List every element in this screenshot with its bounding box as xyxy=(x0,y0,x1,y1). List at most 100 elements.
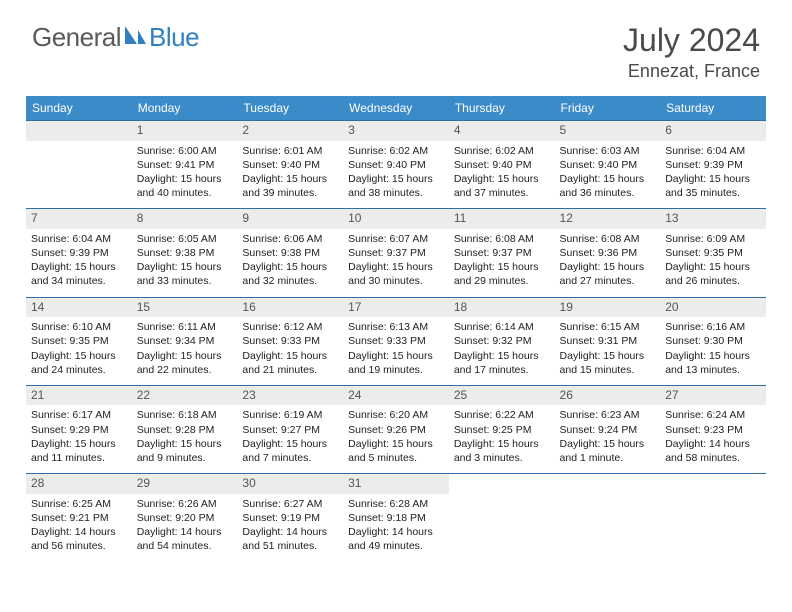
day-number: 29 xyxy=(132,474,238,494)
day-cell: 28Sunrise: 6:25 AMSunset: 9:21 PMDayligh… xyxy=(26,474,132,562)
day-info: Sunrise: 6:16 AMSunset: 9:30 PMDaylight:… xyxy=(660,317,766,385)
day-cell: 16Sunrise: 6:12 AMSunset: 9:33 PMDayligh… xyxy=(237,297,343,385)
day-cell: 22Sunrise: 6:18 AMSunset: 9:28 PMDayligh… xyxy=(132,385,238,473)
day-number: 14 xyxy=(26,298,132,318)
day-info: Sunrise: 6:03 AMSunset: 9:40 PMDaylight:… xyxy=(555,141,661,209)
logo: General Blue xyxy=(32,22,199,53)
title-block: July 2024 Ennezat, France xyxy=(623,22,760,82)
day-info: Sunrise: 6:02 AMSunset: 9:40 PMDaylight:… xyxy=(449,141,555,209)
day-info: Sunrise: 6:13 AMSunset: 9:33 PMDaylight:… xyxy=(343,317,449,385)
header: General Blue July 2024 Ennezat, France xyxy=(0,0,792,90)
day-cell: 2Sunrise: 6:01 AMSunset: 9:40 PMDaylight… xyxy=(237,121,343,209)
day-number: 23 xyxy=(237,386,343,406)
day-cell: 4Sunrise: 6:02 AMSunset: 9:40 PMDaylight… xyxy=(449,121,555,209)
calendar-table: SundayMondayTuesdayWednesdayThursdayFrid… xyxy=(26,96,766,561)
day-number: 9 xyxy=(237,209,343,229)
day-info: Sunrise: 6:00 AMSunset: 9:41 PMDaylight:… xyxy=(132,141,238,209)
day-number: 25 xyxy=(449,386,555,406)
weekday-header: Thursday xyxy=(449,96,555,121)
calendar-body: 1Sunrise: 6:00 AMSunset: 9:41 PMDaylight… xyxy=(26,121,766,562)
day-number: 4 xyxy=(449,121,555,141)
day-info: Sunrise: 6:08 AMSunset: 9:36 PMDaylight:… xyxy=(555,229,661,297)
empty-cell xyxy=(26,121,132,209)
day-cell: 7Sunrise: 6:04 AMSunset: 9:39 PMDaylight… xyxy=(26,209,132,297)
weekday-header: Tuesday xyxy=(237,96,343,121)
day-cell: 1Sunrise: 6:00 AMSunset: 9:41 PMDaylight… xyxy=(132,121,238,209)
day-info: Sunrise: 6:28 AMSunset: 9:18 PMDaylight:… xyxy=(343,494,449,562)
logo-sail-icon xyxy=(123,24,147,51)
day-number: 17 xyxy=(343,298,449,318)
empty-cell xyxy=(660,474,766,562)
day-number: 5 xyxy=(555,121,661,141)
day-cell: 24Sunrise: 6:20 AMSunset: 9:26 PMDayligh… xyxy=(343,385,449,473)
day-info: Sunrise: 6:23 AMSunset: 9:24 PMDaylight:… xyxy=(555,405,661,473)
day-cell: 6Sunrise: 6:04 AMSunset: 9:39 PMDaylight… xyxy=(660,121,766,209)
day-number: 7 xyxy=(26,209,132,229)
day-cell: 11Sunrise: 6:08 AMSunset: 9:37 PMDayligh… xyxy=(449,209,555,297)
day-info: Sunrise: 6:07 AMSunset: 9:37 PMDaylight:… xyxy=(343,229,449,297)
day-cell: 30Sunrise: 6:27 AMSunset: 9:19 PMDayligh… xyxy=(237,474,343,562)
day-cell: 31Sunrise: 6:28 AMSunset: 9:18 PMDayligh… xyxy=(343,474,449,562)
day-info: Sunrise: 6:17 AMSunset: 9:29 PMDaylight:… xyxy=(26,405,132,473)
day-info: Sunrise: 6:25 AMSunset: 9:21 PMDaylight:… xyxy=(26,494,132,562)
day-number: 19 xyxy=(555,298,661,318)
day-info: Sunrise: 6:15 AMSunset: 9:31 PMDaylight:… xyxy=(555,317,661,385)
calendar-row: 28Sunrise: 6:25 AMSunset: 9:21 PMDayligh… xyxy=(26,474,766,562)
day-cell: 9Sunrise: 6:06 AMSunset: 9:38 PMDaylight… xyxy=(237,209,343,297)
empty-day-bar xyxy=(26,121,132,141)
empty-cell xyxy=(555,474,661,562)
day-cell: 8Sunrise: 6:05 AMSunset: 9:38 PMDaylight… xyxy=(132,209,238,297)
day-cell: 19Sunrise: 6:15 AMSunset: 9:31 PMDayligh… xyxy=(555,297,661,385)
day-number: 20 xyxy=(660,298,766,318)
day-cell: 5Sunrise: 6:03 AMSunset: 9:40 PMDaylight… xyxy=(555,121,661,209)
day-number: 11 xyxy=(449,209,555,229)
day-info: Sunrise: 6:22 AMSunset: 9:25 PMDaylight:… xyxy=(449,405,555,473)
day-number: 16 xyxy=(237,298,343,318)
month-title: July 2024 xyxy=(623,22,760,59)
day-cell: 14Sunrise: 6:10 AMSunset: 9:35 PMDayligh… xyxy=(26,297,132,385)
day-number: 31 xyxy=(343,474,449,494)
day-info: Sunrise: 6:01 AMSunset: 9:40 PMDaylight:… xyxy=(237,141,343,209)
logo-text-blue: Blue xyxy=(149,22,199,53)
day-info: Sunrise: 6:24 AMSunset: 9:23 PMDaylight:… xyxy=(660,405,766,473)
day-info: Sunrise: 6:20 AMSunset: 9:26 PMDaylight:… xyxy=(343,405,449,473)
weekday-header: Sunday xyxy=(26,96,132,121)
day-cell: 21Sunrise: 6:17 AMSunset: 9:29 PMDayligh… xyxy=(26,385,132,473)
calendar-row: 7Sunrise: 6:04 AMSunset: 9:39 PMDaylight… xyxy=(26,209,766,297)
day-info: Sunrise: 6:04 AMSunset: 9:39 PMDaylight:… xyxy=(26,229,132,297)
day-info: Sunrise: 6:12 AMSunset: 9:33 PMDaylight:… xyxy=(237,317,343,385)
day-number: 22 xyxy=(132,386,238,406)
weekday-header: Wednesday xyxy=(343,96,449,121)
day-info: Sunrise: 6:26 AMSunset: 9:20 PMDaylight:… xyxy=(132,494,238,562)
calendar-row: 14Sunrise: 6:10 AMSunset: 9:35 PMDayligh… xyxy=(26,297,766,385)
day-info: Sunrise: 6:09 AMSunset: 9:35 PMDaylight:… xyxy=(660,229,766,297)
calendar-row: 21Sunrise: 6:17 AMSunset: 9:29 PMDayligh… xyxy=(26,385,766,473)
day-number: 28 xyxy=(26,474,132,494)
day-cell: 3Sunrise: 6:02 AMSunset: 9:40 PMDaylight… xyxy=(343,121,449,209)
weekday-header: Friday xyxy=(555,96,661,121)
day-info: Sunrise: 6:06 AMSunset: 9:38 PMDaylight:… xyxy=(237,229,343,297)
day-cell: 27Sunrise: 6:24 AMSunset: 9:23 PMDayligh… xyxy=(660,385,766,473)
day-info: Sunrise: 6:08 AMSunset: 9:37 PMDaylight:… xyxy=(449,229,555,297)
day-info: Sunrise: 6:11 AMSunset: 9:34 PMDaylight:… xyxy=(132,317,238,385)
logo-text-general: General xyxy=(32,22,121,53)
day-cell: 13Sunrise: 6:09 AMSunset: 9:35 PMDayligh… xyxy=(660,209,766,297)
day-cell: 23Sunrise: 6:19 AMSunset: 9:27 PMDayligh… xyxy=(237,385,343,473)
day-cell: 10Sunrise: 6:07 AMSunset: 9:37 PMDayligh… xyxy=(343,209,449,297)
day-cell: 18Sunrise: 6:14 AMSunset: 9:32 PMDayligh… xyxy=(449,297,555,385)
day-info: Sunrise: 6:10 AMSunset: 9:35 PMDaylight:… xyxy=(26,317,132,385)
location: Ennezat, France xyxy=(623,61,760,82)
day-number: 1 xyxy=(132,121,238,141)
day-cell: 26Sunrise: 6:23 AMSunset: 9:24 PMDayligh… xyxy=(555,385,661,473)
day-cell: 25Sunrise: 6:22 AMSunset: 9:25 PMDayligh… xyxy=(449,385,555,473)
day-number: 13 xyxy=(660,209,766,229)
day-info: Sunrise: 6:02 AMSunset: 9:40 PMDaylight:… xyxy=(343,141,449,209)
day-cell: 29Sunrise: 6:26 AMSunset: 9:20 PMDayligh… xyxy=(132,474,238,562)
day-cell: 15Sunrise: 6:11 AMSunset: 9:34 PMDayligh… xyxy=(132,297,238,385)
day-cell: 17Sunrise: 6:13 AMSunset: 9:33 PMDayligh… xyxy=(343,297,449,385)
day-info: Sunrise: 6:18 AMSunset: 9:28 PMDaylight:… xyxy=(132,405,238,473)
day-number: 6 xyxy=(660,121,766,141)
day-number: 26 xyxy=(555,386,661,406)
day-cell: 12Sunrise: 6:08 AMSunset: 9:36 PMDayligh… xyxy=(555,209,661,297)
day-number: 3 xyxy=(343,121,449,141)
